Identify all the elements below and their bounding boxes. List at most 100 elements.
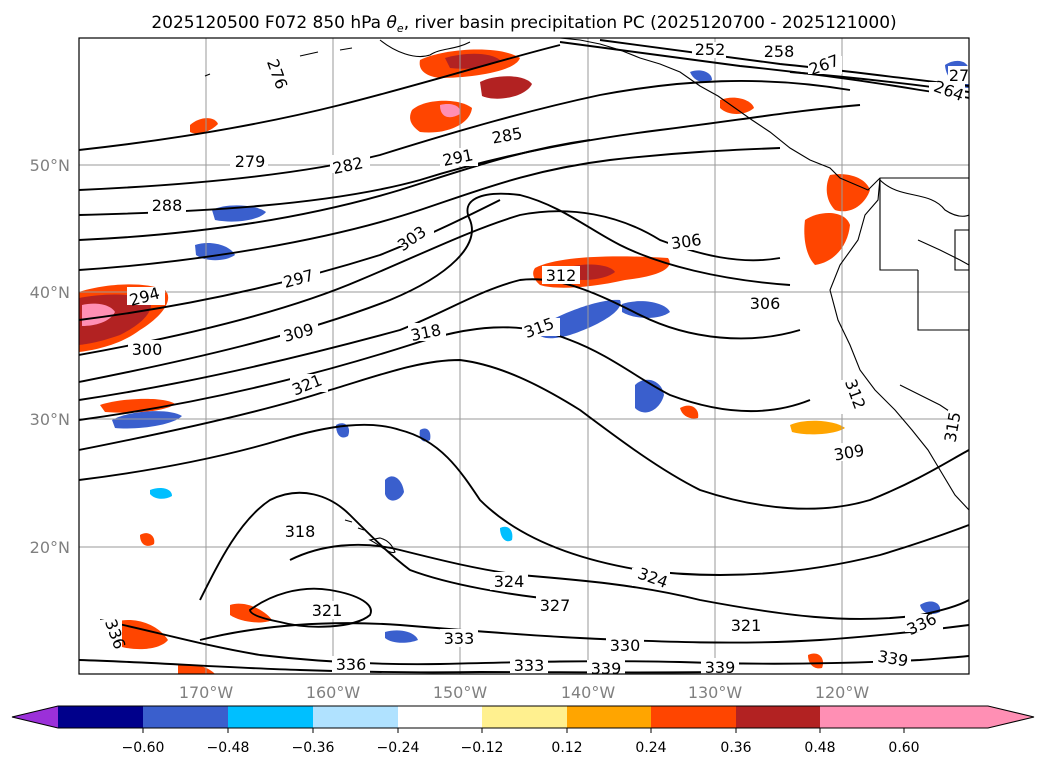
colorbar-bin-7: [567, 706, 651, 728]
colorbar-tick-label-4: −0.24: [377, 740, 420, 756]
contour-294: [79, 199, 501, 321]
colorbar-bin-2: [143, 706, 228, 728]
precip-area-north-2-peak: [440, 104, 461, 118]
islands-hawaii-chain: [344, 519, 365, 531]
longitude-labels: 170°W 160°W 150°W 140°W 130°W 120°W: [179, 683, 870, 702]
precip-neg-area-13: [150, 488, 172, 499]
contour-label-327: 327: [540, 596, 571, 615]
colorbar-tick-label-10: 0.60: [888, 740, 919, 756]
contour-315: [79, 423, 969, 576]
contour-label-27: 27: [949, 66, 969, 85]
colorbar-bin-6: [482, 706, 567, 728]
precip-area-southwest: [108, 620, 168, 650]
contour-label-288: 288: [152, 196, 183, 215]
figure-title: 2025120500 F072 850 hPa θe, river basin …: [151, 13, 896, 35]
contour-291: [79, 147, 781, 271]
precip-area-coast-1: [804, 213, 850, 265]
contour-label-321-b: 321: [312, 601, 343, 620]
map-border: [78, 37, 970, 675]
aleutian-islands: [204, 47, 353, 77]
coast-inland-1: [879, 179, 969, 217]
contour-label-318-b: 318: [285, 522, 316, 541]
colorbar-bin-9: [736, 706, 820, 728]
lat-label-40n: 40°N: [30, 283, 70, 302]
precip-neg-area-6: [112, 411, 182, 429]
precip-neg-area-4: [622, 301, 670, 318]
precip-neg-area-2: [195, 243, 235, 261]
colorbar-bin-3: [228, 706, 313, 728]
precip-neg-area-12: [500, 526, 513, 542]
contour-label-306-a: 306: [670, 230, 703, 253]
precip-area-west-small: [190, 118, 218, 134]
state-border-3: [879, 178, 918, 271]
contour-321-loop: [249, 587, 372, 628]
lon-label-170w: 170°W: [179, 683, 234, 702]
state-border-2: [917, 270, 969, 331]
lon-label-160w: 160°W: [306, 683, 361, 702]
contour-279: [79, 44, 561, 151]
contour-330: [199, 622, 969, 644]
contour-318: [199, 491, 561, 601]
state-border-1: [917, 239, 969, 266]
colorbar-bin-4: [313, 706, 398, 728]
contour-label-330: 330: [610, 636, 641, 655]
lon-label-120w: 120°W: [815, 683, 870, 702]
contour-label-258: 258: [764, 42, 795, 61]
contour-label-339-b: 339: [705, 658, 736, 677]
coastline-aleutian-1: [379, 39, 471, 58]
lon-label-150w: 150°W: [433, 683, 488, 702]
colorbar-outline: [11, 705, 1035, 729]
colorbar-tick-label-7: 0.24: [635, 740, 666, 756]
contour-label-336-b: 336: [336, 655, 367, 674]
lon-label-140w: 140°W: [561, 683, 616, 702]
colorbar-tick-label-3: −0.36: [292, 740, 335, 756]
colorbar: −0.60 −0.48 −0.36 −0.24 −0.12 0.12 0.24 …: [11, 705, 1035, 756]
precip-area-coast-3: [720, 97, 754, 114]
contour-306: [79, 278, 801, 401]
precip-neg-area-11: [690, 70, 712, 82]
precip-area-east-small: [680, 405, 699, 419]
contour-label-252: 252: [695, 40, 726, 59]
colorbar-tick-label-9: 0.48: [804, 740, 835, 756]
lat-label-50n: 50°N: [30, 156, 70, 175]
precip-area-west-band: [100, 398, 175, 413]
lon-label-130w: 130°W: [688, 683, 743, 702]
colorbar-bin-8: [651, 706, 736, 728]
contour-258: [599, 39, 969, 87]
precip-neg-area-7: [385, 476, 404, 501]
contour-label-333-b: 333: [514, 656, 545, 675]
contour-label-333-a: 333: [444, 629, 475, 648]
lat-label-20n: 20°N: [30, 538, 70, 557]
colorbar-bin-5: [398, 706, 482, 728]
precip-area-south-2: [140, 533, 155, 546]
colorbar-tick-label-8: 0.36: [720, 740, 751, 756]
lat-label-30n: 30°N: [30, 410, 70, 429]
coastline-us-west: [829, 177, 969, 511]
colorbar-ticks: [142, 728, 905, 733]
precip-area-east-band: [790, 420, 845, 435]
contour-288: [79, 139, 591, 241]
contour-label-339-a: 339: [591, 659, 622, 678]
colorbar-bin-10: [820, 706, 904, 728]
contour-label-324-a: 324: [494, 572, 525, 591]
colorbar-tick-label-6: 0.12: [551, 740, 582, 756]
precip-area-southeast: [808, 653, 824, 669]
contour-label-306-b: 306: [750, 294, 781, 313]
precip-neg-area-8: [385, 630, 418, 643]
colorbar-tick-label-1: −0.60: [122, 740, 165, 756]
precip-area-coast-2: [826, 174, 870, 212]
colorbar-tick-label-2: −0.48: [207, 740, 250, 756]
contour-label-312-a: 312: [546, 266, 577, 285]
colorbar-extend-low: [12, 706, 58, 728]
precip-area-west-peak: [82, 303, 115, 326]
state-border-4: [954, 229, 969, 271]
contour-282: [79, 80, 851, 191]
contour-label-321-c: 321: [731, 616, 762, 635]
contour-label-300: 300: [132, 340, 163, 359]
precip-area-north-3: [480, 76, 532, 99]
contour-label-279: 279: [235, 152, 266, 171]
latitude-labels: 20°N 30°N 40°N 50°N: [30, 156, 70, 557]
colorbar-tick-label-5: −0.12: [461, 740, 504, 756]
contour-312: [79, 359, 969, 510]
